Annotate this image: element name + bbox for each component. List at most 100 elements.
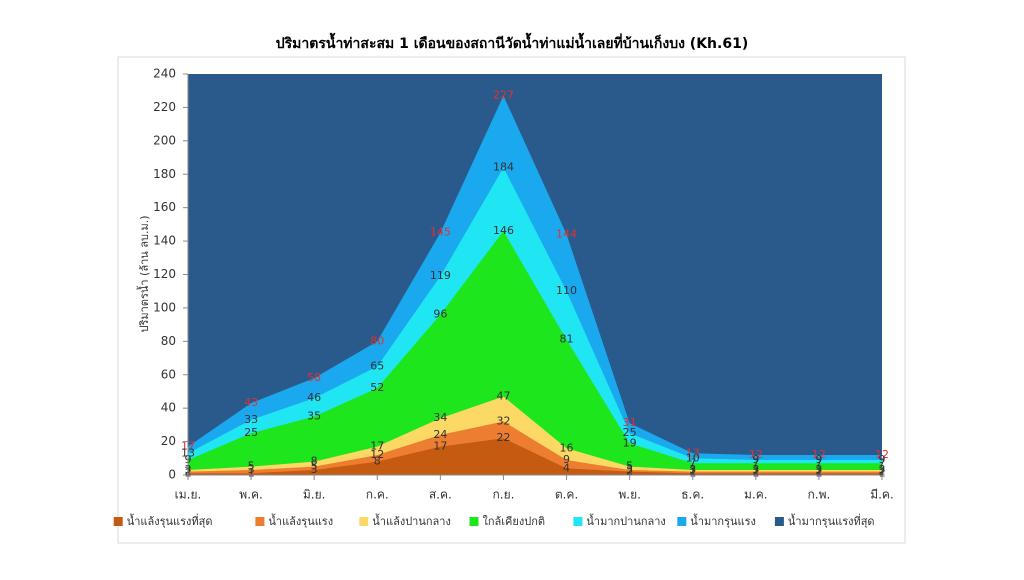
data-label: 13 [686, 446, 700, 459]
legend-label: น้ำแล้งรุนแรง [268, 513, 333, 528]
data-label: 12 [749, 448, 763, 461]
y-axis-label: ปริมาตรน้ำ (ล้าน ลบ.ม.) [136, 215, 151, 332]
legend-label: น้ำมากรุนแรง [690, 513, 756, 528]
data-label: 146 [493, 224, 514, 237]
data-label: 58 [307, 371, 321, 384]
legend-label: น้ำแล้งรุนแรงที่สุด [127, 513, 213, 528]
data-label: 34 [433, 411, 447, 424]
y-tick-label: 60 [161, 367, 176, 381]
data-label: 47 [496, 389, 510, 402]
x-tick-label: ก.ย. [492, 488, 514, 502]
x-tick-label: ก.ค. [366, 488, 389, 502]
area [188, 396, 882, 475]
data-label: 80 [370, 334, 384, 347]
data-label: 5 [626, 460, 633, 473]
data-label: 33 [244, 413, 258, 426]
data-label: 145 [430, 226, 451, 239]
data-label: 227 [493, 89, 514, 102]
data-label: 2 [689, 465, 696, 478]
data-label: 17 [370, 440, 384, 453]
data-label: 3 [752, 463, 759, 476]
y-tick-label: 20 [161, 434, 176, 448]
x-tick-label: ธ.ค. [681, 488, 704, 502]
data-label: 5 [311, 460, 318, 473]
area [188, 231, 882, 475]
y-tick-label: 80 [161, 334, 176, 348]
data-label: 10 [686, 451, 700, 464]
x-tick-label: ม.ค. [744, 488, 768, 502]
data-label: 9 [815, 453, 822, 466]
data-label: 8 [374, 455, 381, 468]
data-label: 3 [689, 463, 696, 476]
y-tick-label: 120 [153, 267, 176, 281]
data-label: 2 [879, 465, 886, 478]
y-tick-label: 220 [153, 100, 176, 114]
data-label: 3 [311, 463, 318, 476]
data-label: 3 [248, 463, 255, 476]
x-tick-label: ต.ค. [555, 488, 578, 502]
legend-label: ใกล้เคียงปกติ [483, 515, 546, 528]
data-label: 2 [626, 465, 633, 478]
data-label: 7 [689, 456, 696, 469]
data-label: 3 [626, 463, 633, 476]
y-tick-label: 180 [153, 167, 176, 181]
legend-swatch [469, 517, 479, 526]
data-label: 12 [812, 448, 826, 461]
data-label: 184 [493, 161, 514, 174]
data-label: 12 [875, 448, 889, 461]
legend-swatch [255, 517, 265, 526]
legend-swatch [774, 517, 784, 526]
x-tick-label: เม.ย. [175, 488, 202, 502]
data-label: 16 [560, 441, 574, 454]
data-label: 81 [560, 333, 574, 346]
data-label: 110 [556, 284, 577, 297]
data-label: 4 [563, 461, 570, 474]
x-tick-label: มิ.ย. [303, 488, 326, 502]
y-tick-label: 100 [153, 300, 176, 314]
data-label: 12 [370, 448, 384, 461]
y-tick-label: 200 [153, 133, 176, 147]
legend-swatch [113, 517, 123, 526]
data-label: 17 [433, 440, 447, 453]
data-label: 1 [689, 466, 696, 479]
data-label: 65 [370, 359, 384, 372]
y-tick-label: 0 [168, 468, 176, 482]
data-label: 1 [248, 466, 255, 479]
legend-swatch [359, 517, 369, 526]
y-tick-label: 160 [153, 200, 176, 214]
legend-label: น้ำมากรุนแรงที่สุด [788, 513, 875, 528]
data-label: 31 [623, 416, 637, 429]
x-tick-label: ส.ค. [429, 488, 452, 502]
x-tick-label: พ.ค. [239, 488, 263, 502]
legend-label: น้ำแล้งปานกลาง [372, 513, 451, 528]
data-label: 7 [815, 456, 822, 469]
x-tick-label: พ.ย. [618, 488, 641, 502]
chart-title: ปริมาตรน้ำท่าสะสม 1 เดือนของสถานีวัดน้ำท… [276, 32, 748, 52]
data-label: 1 [815, 466, 822, 479]
y-tick-label: 140 [153, 234, 176, 248]
data-label: 2 [752, 465, 759, 478]
data-label: 9 [752, 453, 759, 466]
data-label: 43 [244, 396, 258, 409]
legend-swatch [677, 517, 687, 526]
data-label: 7 [752, 456, 759, 469]
data-label: 35 [307, 410, 321, 423]
legend-swatch [573, 517, 583, 526]
data-label: 52 [370, 381, 384, 394]
data-label: 1 [879, 466, 886, 479]
data-label: 22 [496, 431, 510, 444]
data-label: 25 [623, 426, 637, 439]
chart-frame [117, 56, 906, 544]
data-label: 96 [433, 308, 447, 321]
legend-label: น้ำมากปานกลาง [586, 513, 665, 528]
data-label: 24 [433, 428, 447, 441]
data-label: 2 [815, 465, 822, 478]
data-label: 144 [556, 227, 577, 240]
area [188, 421, 882, 475]
data-label: 9 [879, 453, 886, 466]
data-label: 7 [879, 456, 886, 469]
data-label: 8 [311, 455, 318, 468]
data-label: 9 [563, 453, 570, 466]
y-tick-label: 40 [161, 401, 176, 415]
